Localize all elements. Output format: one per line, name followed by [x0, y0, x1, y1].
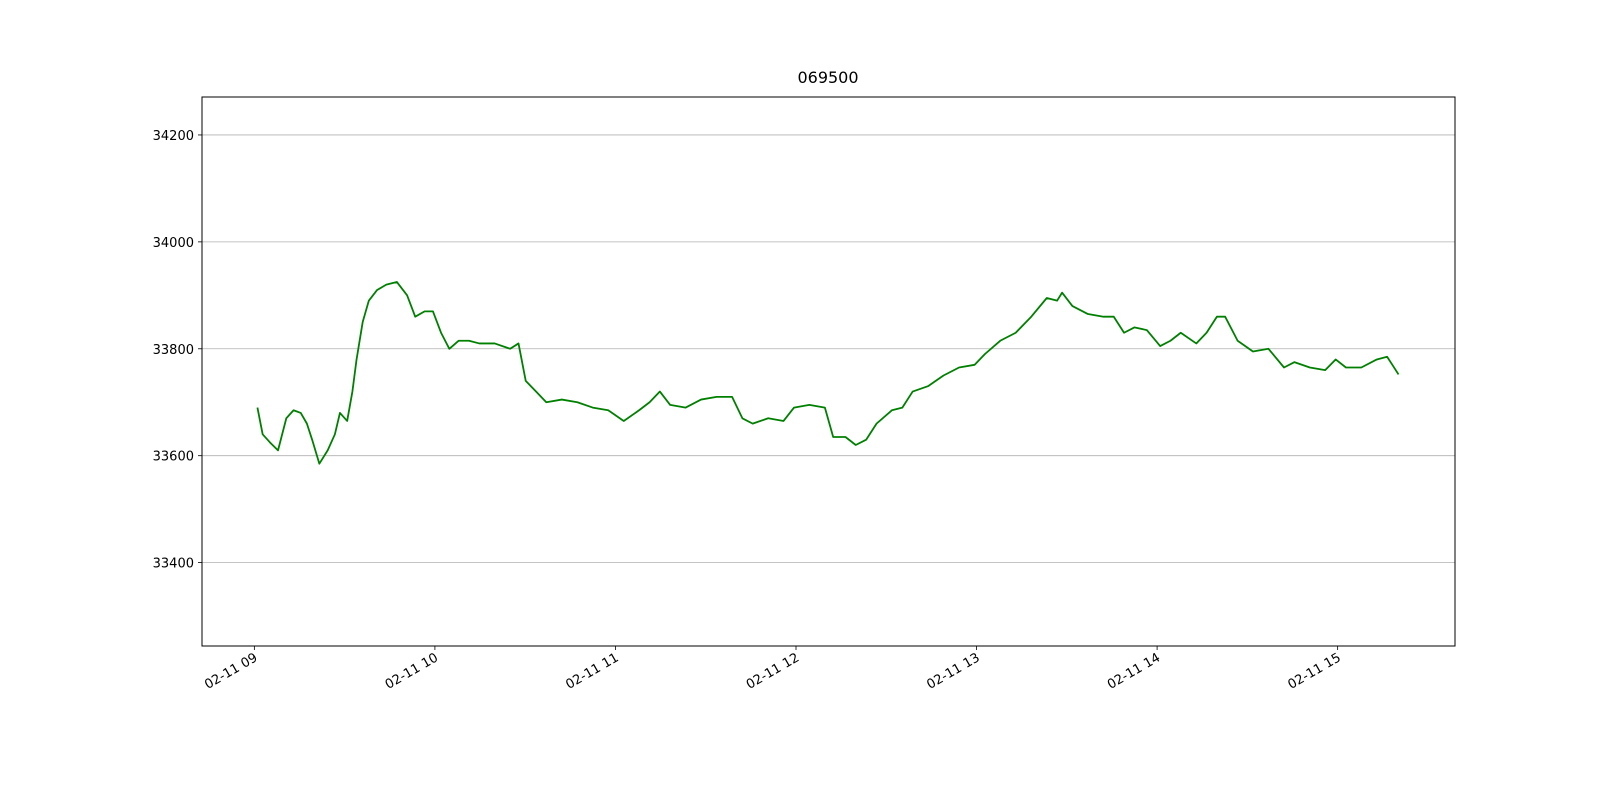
y-tick-label: 33600 [153, 450, 194, 465]
price-line [256, 281, 1400, 465]
x-tick-label: 02-11 12 [744, 650, 802, 692]
x-tick-label: 02-11 11 [563, 650, 621, 692]
x-tick-label: 02-11 09 [202, 650, 260, 692]
y-tick-label: 34200 [153, 129, 194, 144]
chart-title: 069500 [797, 68, 858, 87]
y-tick-label: 34000 [153, 236, 194, 251]
y-tick-label: 33800 [153, 343, 194, 358]
x-tick-label: 02-11 13 [924, 650, 982, 692]
x-tick-label: 02-11 15 [1286, 650, 1344, 692]
x-tick-label: 02-11 10 [383, 650, 441, 692]
y-tick-label: 33400 [153, 557, 194, 572]
x-tick-label: 02-11 14 [1105, 650, 1163, 692]
plot-frame [201, 96, 1456, 647]
